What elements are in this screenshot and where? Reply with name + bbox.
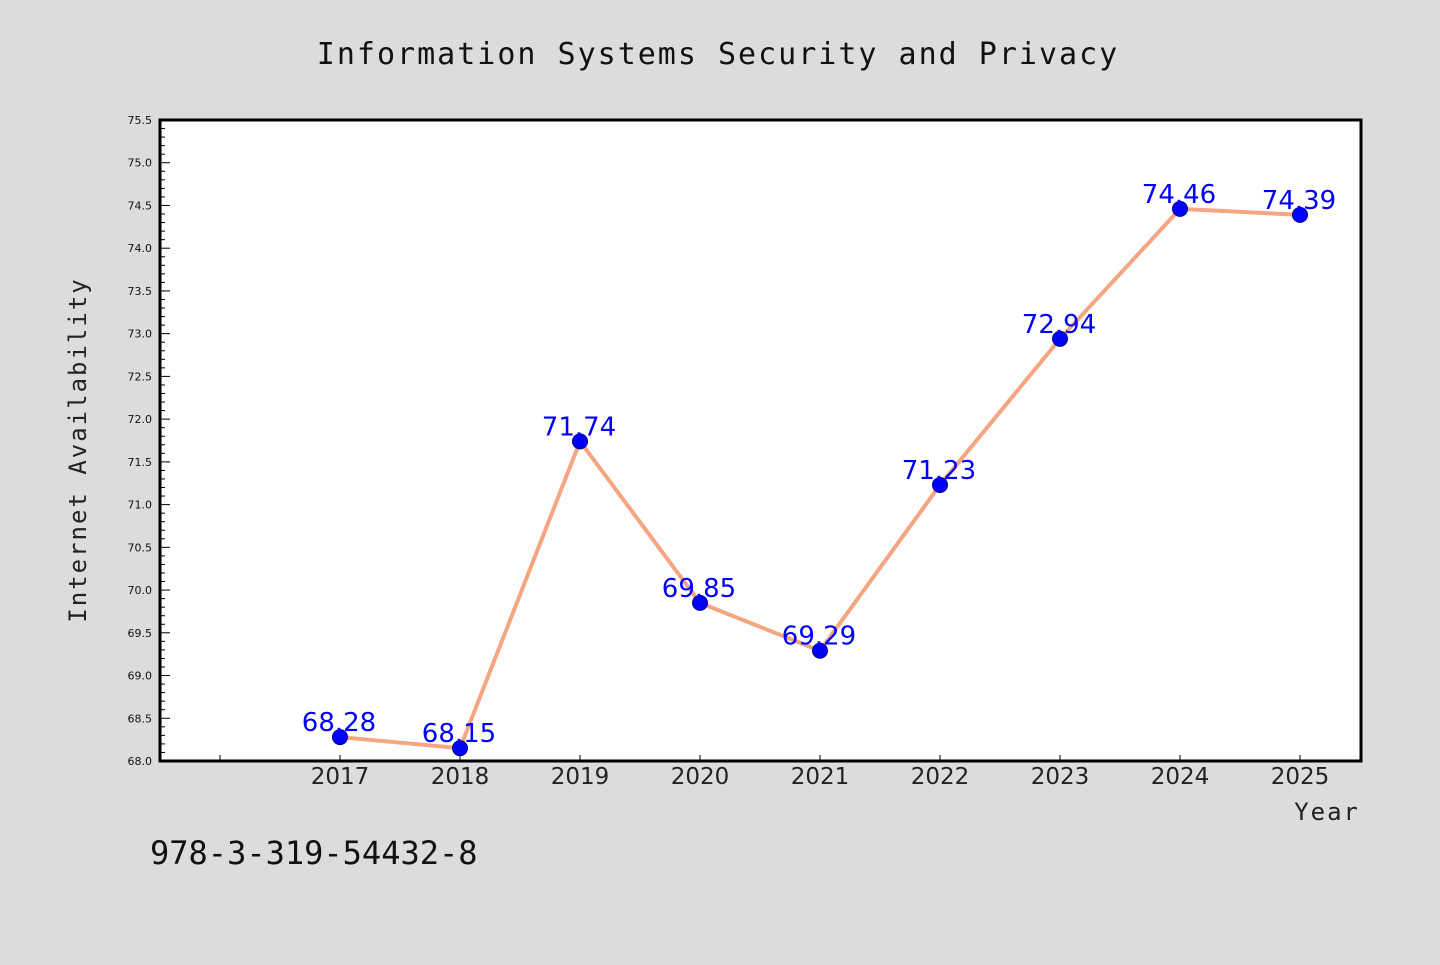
data-point: [692, 594, 708, 611]
y-tick-label: 69.5: [128, 627, 153, 640]
data-label: 69.85: [662, 574, 736, 604]
x-tick-label: 2022: [911, 764, 970, 790]
data-label: 68.15: [422, 719, 496, 749]
x-axis-label: Year: [1294, 798, 1360, 826]
y-tick-label: 75.0: [128, 157, 153, 170]
data-label: 74.39: [1262, 186, 1336, 216]
data-point: [932, 476, 948, 493]
x-tick-label: 2025: [1271, 764, 1330, 790]
y-tick-label: 72.5: [128, 370, 153, 383]
data-label: 69.29: [782, 622, 856, 652]
y-tick-label: 71.5: [128, 456, 153, 469]
data-point: [572, 433, 588, 450]
data-point: [1172, 200, 1188, 217]
y-tick-label: 70.0: [128, 584, 153, 597]
y-tick-label: 73.5: [128, 285, 153, 298]
y-tick-label: 72.0: [128, 413, 153, 426]
footer-isbn: 978-3-319-54432-8: [150, 834, 478, 872]
x-tick-label: 2024: [1151, 764, 1210, 790]
data-point: [812, 642, 828, 659]
x-axis: 2017 2018 2019 2020 2021 2022 2023 2024 2025: [219, 755, 1330, 790]
y-tick-label: 71.0: [128, 499, 153, 512]
y-axis: 68.0 68.5 69.0 69.5 70.0 70.5 71.0 71.5 72.0 72.5…: [128, 114, 170, 768]
y-tick-label: 74.0: [128, 242, 153, 255]
chart-title: Information Systems Security and Privacy: [317, 37, 1119, 72]
data-label: 74.46: [1142, 180, 1216, 210]
data-label: 68.28: [302, 708, 376, 738]
y-tick-label: 70.5: [128, 541, 153, 554]
y-tick-label: 75.5: [128, 114, 153, 127]
data-point: [1052, 330, 1068, 347]
data-point: [452, 740, 468, 757]
x-tick-label: 2018: [431, 764, 490, 790]
data-label: 72.94: [1022, 310, 1096, 340]
x-tick-label: 2019: [551, 764, 610, 790]
y-tick-label: 68.0: [128, 755, 153, 768]
data-point: [332, 729, 348, 746]
data-label: 71.23: [902, 456, 976, 486]
data-point: [1292, 206, 1308, 223]
y-tick-label: 74.5: [128, 199, 153, 212]
y-axis-label: Internet Availability: [64, 277, 92, 622]
data-label: 71.74: [542, 412, 616, 442]
x-tick-label: 2023: [1031, 764, 1090, 790]
y-tick-label: 68.5: [128, 712, 153, 725]
x-tick-label: 2021: [791, 764, 850, 790]
x-tick-label: 2020: [671, 764, 730, 790]
x-tick-label: 2017: [311, 764, 370, 790]
y-tick-label: 73.0: [128, 328, 153, 341]
y-tick-label: 69.0: [128, 670, 153, 683]
series-group: 68.28 68.15 71.74 69.85 69.29 71.23 72.94 74.46…: [302, 180, 1336, 757]
